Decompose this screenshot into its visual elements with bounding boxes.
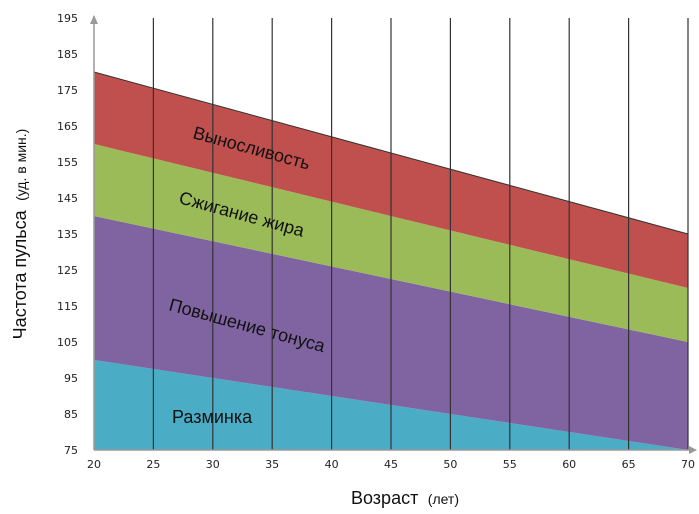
y-tick-155: 155 <box>57 156 78 169</box>
x-tick-25: 25 <box>146 458 160 471</box>
axes <box>90 15 697 454</box>
y-tick-105: 105 <box>57 336 78 349</box>
band-label-разминка: Разминка <box>172 407 253 427</box>
x-tick-20: 20 <box>87 458 101 471</box>
y-axis-title-main: Частота пульса <box>10 209 30 339</box>
x-axis-title-unit: (лет) <box>428 491 459 507</box>
y-tick-145: 145 <box>57 192 78 205</box>
x-tick-65: 65 <box>622 458 636 471</box>
x-tick-labels: 20 25 30 35 40 45 50 55 60 65 70 <box>87 458 695 471</box>
vertical-gridlines <box>152 18 689 450</box>
y-tick-185: 185 <box>57 48 78 61</box>
y-axis-title-unit: (уд. в мин.) <box>13 129 29 201</box>
x-tick-35: 35 <box>265 458 279 471</box>
y-tick-95: 95 <box>64 372 78 385</box>
y-tick-175: 175 <box>57 84 78 97</box>
y-axis-arrow <box>90 15 98 24</box>
y-axis-title: Частота пульса (уд. в мин.) <box>10 129 30 340</box>
x-axis-title: Возраст (лет) <box>351 488 459 508</box>
y-tick-85: 85 <box>64 408 78 421</box>
x-tick-60: 60 <box>562 458 576 471</box>
x-tick-45: 45 <box>384 458 398 471</box>
y-tick-165: 165 <box>57 120 78 133</box>
y-tick-75: 75 <box>64 444 78 457</box>
y-tick-125: 125 <box>57 264 78 277</box>
x-tick-40: 40 <box>325 458 339 471</box>
y-tick-labels: 75 85 95 105 115 125 135 145 155 165 175 185 195 <box>57 12 78 457</box>
x-tick-30: 30 <box>206 458 220 471</box>
x-tick-50: 50 <box>443 458 457 471</box>
x-axis-arrow <box>689 446 697 454</box>
x-tick-55: 55 <box>503 458 517 471</box>
y-tick-135: 135 <box>57 228 78 241</box>
x-axis-title-main: Возраст <box>351 488 418 508</box>
y-tick-195: 195 <box>57 12 78 25</box>
y-tick-115: 115 <box>57 300 78 313</box>
x-tick-70: 70 <box>681 458 695 471</box>
